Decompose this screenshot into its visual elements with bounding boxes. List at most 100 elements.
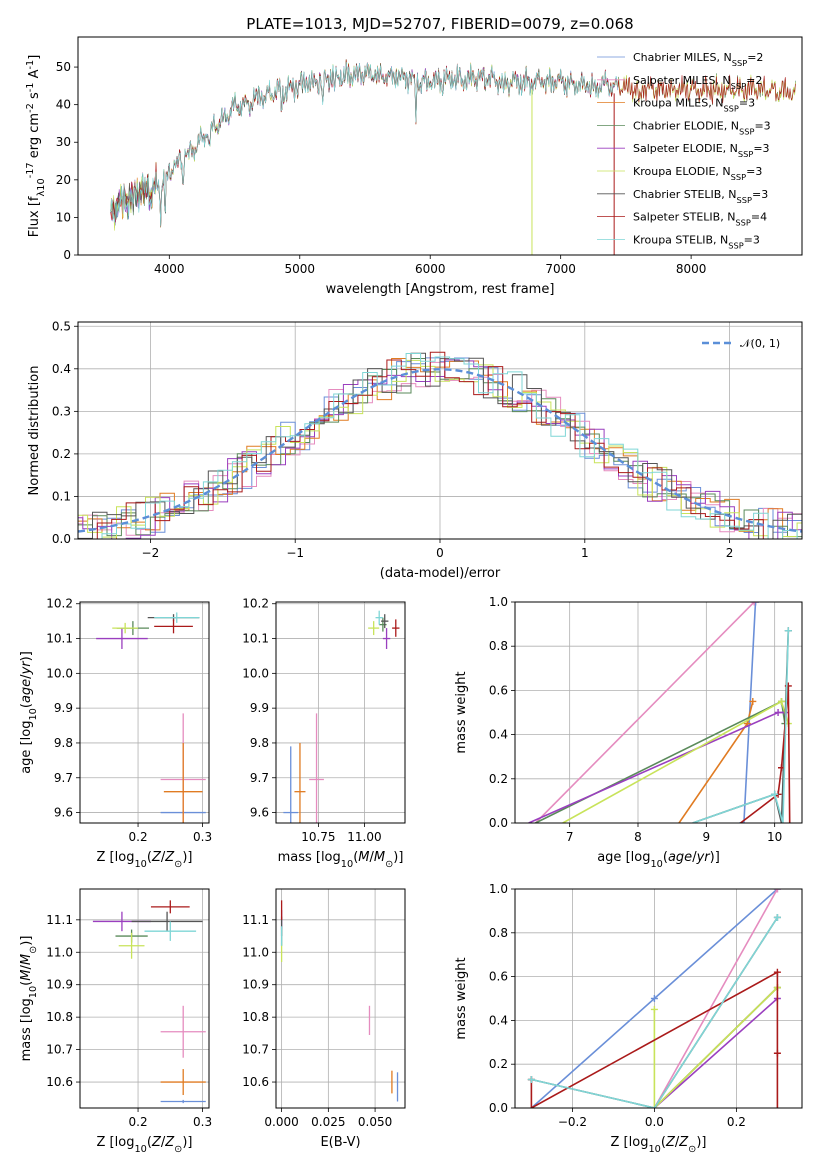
y-tick-label: 11.0	[46, 945, 73, 959]
spectrum-line-kroupa_miles	[110, 61, 616, 228]
legend-label-salpeter_stelib: Salpeter STELIB, NSSP=4	[633, 211, 767, 228]
x-axis-label: age [log10(age/yr)]	[597, 850, 720, 870]
legend-label-kroupa_elodie: Kroupa ELODIE, NSSP=3	[633, 165, 762, 182]
weight-point-salpeter_elodie	[774, 709, 782, 716]
y-tick-label: 10.6	[242, 1075, 269, 1089]
y-tick-label: 10.2	[46, 597, 73, 611]
legend-label-chabrier_elodie: Chabrier ELODIE, NSSP=3	[633, 119, 771, 136]
weight-point-salpeter_stelib	[773, 1049, 781, 1057]
x-tick-label: 8	[634, 830, 642, 844]
y-tick-label: 20	[56, 173, 71, 187]
y-tick-label: 0.1	[52, 489, 71, 503]
age-vs-mass-panel: 10.75 11.00 9.6 9.7 9.8 9.9 10.0 10.1 10.2 mass […	[242, 597, 406, 870]
y-tick-label: 0.6	[489, 970, 508, 984]
weight-line-kroupa_miles	[678, 701, 754, 823]
weight-point-kroupa_elodie	[650, 1005, 658, 1013]
y-tick-label: 10.8	[46, 1010, 73, 1024]
x-tick-label: 0.0	[645, 1115, 664, 1129]
x-tick-label: 9	[703, 830, 711, 844]
x-tick-label: 0.050	[358, 1115, 392, 1129]
x-axis-label: Z [log10(Z/Z⊙)]	[97, 850, 193, 870]
mass-vs-Z-panel: 0.2 0.3 10.6 10.7 10.8 10.9 11.0 11.1 Z [log10(Z…	[19, 888, 212, 1155]
weight-point-kroupa_stelib	[773, 913, 781, 921]
x-tick-label: 6000	[415, 262, 446, 276]
y-tick-label: 0.2	[489, 1057, 508, 1071]
y-tick-label: 9.9	[250, 701, 269, 715]
y-tick-label: 0.4	[489, 1013, 508, 1027]
y-tick-label: 9.6	[250, 806, 269, 820]
normal-curve	[77, 368, 803, 533]
y-tick-label: 9.8	[54, 736, 73, 750]
y-axis-label: Normed distribution	[27, 366, 42, 496]
x-tick-label: 5000	[284, 262, 315, 276]
y-tick-label: 1.0	[489, 595, 508, 609]
y-tick-label: 0.4	[489, 728, 508, 742]
weight-line-salpeter_miles	[534, 602, 755, 823]
y-axis-label: Flux [fλ10-17 erg cm-2 s-1 A-1]	[25, 55, 47, 238]
legend-label-chabrier_stelib: Chabrier STELIB, NSSP=3	[633, 188, 768, 205]
histogram-chabrier_stelib	[78, 352, 802, 539]
y-tick-label: 0.3	[52, 404, 71, 418]
weight-point-salpeter_miles	[773, 889, 781, 893]
histogram-kroupa_elodie	[78, 359, 802, 539]
weight-point-kroupa_stelib	[784, 627, 792, 635]
y-tick-label: 10.6	[46, 1075, 73, 1089]
x-axis-label: E(B-V)	[320, 1135, 360, 1150]
x-tick-label: 0.2	[129, 1115, 148, 1129]
spectrum-line-salpeter_elodie	[110, 61, 619, 227]
y-tick-label: 50	[56, 60, 71, 74]
y-tick-label: 11.1	[242, 913, 269, 927]
y-tick-label: 9.9	[54, 701, 73, 715]
weight-line-salpeter_elodie	[653, 997, 778, 1108]
weight-point-kroupa_stelib	[527, 1076, 535, 1084]
y-tick-label: 30	[56, 135, 71, 149]
x-tick-label: 0.3	[193, 830, 212, 844]
histogram-kroupa_stelib	[78, 353, 802, 539]
weight-line-salpeter_miles	[653, 889, 779, 1108]
spectrum-line-chabrier_stelib	[110, 61, 619, 227]
histogram-salpeter_miles	[78, 361, 802, 536]
y-tick-label: 10.1	[46, 632, 73, 646]
histogram-kroupa_miles	[78, 358, 802, 539]
x-tick-label: −0.2	[558, 1115, 587, 1129]
axes-frame	[275, 601, 406, 824]
x-tick-label: 10.75	[301, 830, 335, 844]
y-tick-label: 11.1	[46, 913, 73, 927]
x-tick-label: 8000	[676, 262, 707, 276]
weight-point-salpeter_stelib	[773, 968, 781, 976]
spectrum-panel: 4000 5000 6000 7000 8000 0 10 20 30 40 50 wavelengt…	[25, 36, 803, 297]
y-tick-label: 9.7	[250, 771, 269, 785]
weight-line-chabrier_miles	[739, 602, 757, 823]
y-axis-label: mass weight	[454, 671, 469, 753]
weight-line-kroupa_elodie	[653, 986, 778, 1108]
x-tick-label: 0.3	[193, 1115, 212, 1129]
y-tick-label: 10.1	[242, 632, 269, 646]
x-tick-label: −1	[286, 546, 304, 560]
y-tick-label: 0.5	[52, 319, 71, 333]
residuals-panel: −2 −1 0 1 2 0.0 0.1 0.2 0.3 0.4 0.5 (data-model)/er…	[27, 319, 803, 581]
figure-title: PLATE=1013, MJD=52707, FIBERID=0079, z=0…	[246, 15, 633, 33]
spectrum-line-chabrier_miles	[110, 61, 619, 226]
y-axis-label: mass [log10(M/M⊙)]	[19, 936, 39, 1062]
weight-point-kroupa_stelib	[771, 790, 779, 798]
legend-label-kroupa_stelib: Kroupa STELIB, NSSP=3	[633, 233, 760, 250]
axes-frame	[79, 888, 210, 1109]
y-tick-label: 40	[56, 98, 71, 112]
weight-point-kroupa_elodie	[778, 697, 785, 705]
x-tick-label: 7	[566, 830, 574, 844]
axes-frame	[514, 888, 803, 1109]
legend-label-normal: 𝒩(0, 1)	[740, 337, 780, 350]
y-tick-label: 0.0	[489, 1101, 508, 1115]
x-tick-label: 0.025	[311, 1115, 345, 1129]
y-tick-label: 0.4	[52, 362, 71, 376]
weight-point-salpeter_miles	[750, 602, 758, 606]
y-tick-label: 9.7	[54, 771, 73, 785]
histogram-salpeter_elodie	[78, 359, 802, 539]
legend-label-salpeter_elodie: Salpeter ELODIE, NSSP=3	[633, 142, 770, 159]
y-tick-label: 10.9	[242, 978, 269, 992]
spectrum-line-kroupa_stelib	[110, 61, 619, 226]
y-tick-label: 0.0	[52, 532, 71, 546]
x-tick-label: 0.2	[727, 1115, 746, 1129]
axes-frame	[77, 321, 803, 540]
y-tick-label: 0.2	[52, 447, 71, 461]
